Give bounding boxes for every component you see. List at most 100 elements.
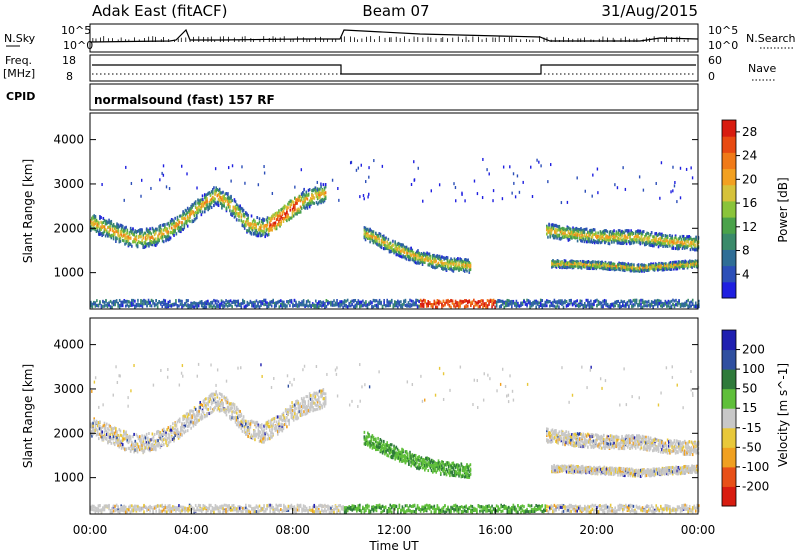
range-gate-cell bbox=[234, 200, 237, 204]
range-gate-cell bbox=[182, 210, 184, 214]
range-gate-cell bbox=[515, 305, 518, 309]
range-gate-cell bbox=[503, 305, 506, 309]
range-gate-cell bbox=[302, 191, 304, 195]
range-gate-cell bbox=[300, 198, 303, 202]
range-gate-cell bbox=[312, 188, 314, 192]
colorbar-segment bbox=[722, 136, 736, 153]
range-gate-cell bbox=[598, 262, 601, 266]
range-gate-cell bbox=[256, 232, 259, 236]
range-gate-cell bbox=[577, 231, 580, 235]
range-gate-cell bbox=[598, 266, 601, 270]
range-gate-cell bbox=[630, 269, 633, 273]
range-gate-cell bbox=[445, 267, 448, 271]
range-gate-cell bbox=[273, 221, 276, 225]
range-gate-cell bbox=[454, 299, 457, 303]
range-gate-cell bbox=[425, 304, 428, 308]
range-gate-cell bbox=[538, 305, 540, 309]
range-gate-cell bbox=[568, 227, 571, 231]
range-gate-cell bbox=[186, 219, 189, 223]
range-gate-cell bbox=[667, 265, 669, 269]
range-gate-cell bbox=[432, 305, 434, 309]
range-gate-cell bbox=[312, 196, 314, 200]
range-gate-cell bbox=[123, 229, 125, 233]
range-gate-cell bbox=[589, 231, 591, 235]
range-gate-cell bbox=[598, 264, 601, 268]
range-gate-cell bbox=[482, 302, 484, 306]
range-gate-cell bbox=[372, 230, 375, 234]
range-gate-cell bbox=[577, 228, 580, 232]
range-gate-cell bbox=[458, 263, 460, 267]
range-gate-cell bbox=[152, 230, 155, 234]
range-gate-cell bbox=[663, 303, 665, 307]
colorbar-segment bbox=[722, 249, 736, 267]
range-gate-cell bbox=[145, 227, 148, 231]
range-gate-cell bbox=[396, 243, 399, 247]
range-gate-cell bbox=[324, 183, 327, 187]
range-gate-cell bbox=[265, 227, 268, 231]
range-gate-cell bbox=[201, 210, 204, 214]
range-gate-cell bbox=[685, 167, 688, 171]
range-gate-cell bbox=[688, 237, 691, 241]
range-gate-cell bbox=[380, 238, 383, 242]
range-gate-cell bbox=[101, 436, 103, 440]
range-gate-cell bbox=[233, 198, 236, 202]
range-gate-cell bbox=[209, 194, 212, 198]
range-gate-cell bbox=[506, 301, 509, 305]
range-gate-cell bbox=[690, 262, 692, 266]
range-gate-cell bbox=[161, 232, 164, 236]
range-gate-cell bbox=[191, 304, 194, 308]
range-gate-cell bbox=[657, 237, 660, 241]
range-gate-cell bbox=[419, 257, 422, 261]
range-gate-cell bbox=[540, 164, 542, 168]
range-gate-cell bbox=[375, 236, 377, 240]
range-gate-cell bbox=[250, 231, 253, 235]
range-gate-cell bbox=[604, 231, 606, 235]
range-gate-cell bbox=[457, 266, 459, 270]
range-gate-cell bbox=[100, 435, 102, 439]
range-gate-cell bbox=[130, 181, 133, 185]
range-gate-cell bbox=[273, 213, 276, 217]
range-gate-cell bbox=[670, 190, 672, 194]
range-gate-cell bbox=[314, 188, 317, 192]
range-gate-cell bbox=[265, 218, 268, 222]
range-gate-cell bbox=[691, 247, 694, 251]
range-gate-cell bbox=[608, 264, 610, 268]
range-gate-cell bbox=[182, 213, 184, 217]
range-gate-cell bbox=[210, 304, 212, 308]
range-gate-cell bbox=[420, 255, 423, 259]
range-gate-cell bbox=[132, 227, 134, 231]
range-gate-cell bbox=[501, 197, 504, 201]
range-gate-cell bbox=[297, 210, 300, 214]
range-gate-cell bbox=[369, 240, 371, 244]
range-gate-cell bbox=[148, 244, 150, 248]
range-gate-cell bbox=[424, 260, 426, 264]
range-gate-cell bbox=[94, 301, 97, 305]
range-gate-cell bbox=[590, 299, 592, 303]
range-gate-cell bbox=[243, 223, 246, 227]
range-gate-cell bbox=[246, 229, 248, 233]
range-gate-cell bbox=[691, 238, 694, 242]
range-gate-cell bbox=[620, 241, 622, 245]
range-gate-cell bbox=[224, 199, 227, 203]
range-gate-cell bbox=[194, 202, 197, 206]
range-gate-cell bbox=[452, 269, 455, 273]
range-gate-cell bbox=[621, 267, 624, 271]
range-gate-cell bbox=[371, 239, 374, 243]
range-gate-cell bbox=[495, 300, 498, 304]
range-gate-cell bbox=[666, 267, 668, 271]
range-gate-cell bbox=[641, 301, 644, 305]
range-gate-cell bbox=[400, 249, 402, 253]
range-gate-cell bbox=[582, 304, 585, 308]
range-gate-cell bbox=[565, 227, 567, 231]
range-gate-cell bbox=[294, 203, 296, 207]
range-gate-cell bbox=[568, 238, 571, 242]
range-gate-cell bbox=[211, 301, 214, 305]
range-gate-cell bbox=[191, 205, 194, 209]
range-gate-cell bbox=[121, 300, 124, 304]
range-gate-cell bbox=[137, 298, 139, 302]
range-gate-cell bbox=[501, 299, 504, 303]
range-gate-cell bbox=[123, 300, 126, 304]
range-gate-cell bbox=[453, 265, 456, 269]
range-gate-cell bbox=[116, 225, 118, 229]
range-gate-cell bbox=[480, 302, 483, 306]
